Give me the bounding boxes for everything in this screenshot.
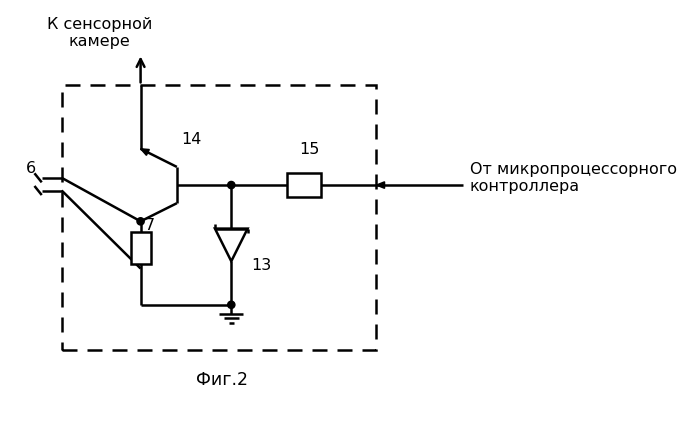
- Text: 14: 14: [181, 132, 202, 147]
- Text: От микропроцессорного
контроллера: От микропроцессорного контроллера: [470, 162, 677, 194]
- Text: 15: 15: [300, 142, 320, 157]
- Bar: [62, 85, 377, 350]
- Circle shape: [228, 301, 235, 309]
- Text: Фиг.2: Фиг.2: [196, 371, 248, 389]
- Polygon shape: [141, 149, 149, 156]
- Text: К сенсорной
камере: К сенсорной камере: [47, 17, 153, 49]
- Bar: [286, 173, 321, 197]
- Text: 6: 6: [26, 161, 36, 176]
- Polygon shape: [377, 182, 384, 188]
- Text: 7: 7: [145, 218, 155, 233]
- Bar: [131, 232, 150, 264]
- Circle shape: [137, 218, 144, 225]
- Text: 13: 13: [251, 258, 272, 273]
- Circle shape: [228, 181, 235, 189]
